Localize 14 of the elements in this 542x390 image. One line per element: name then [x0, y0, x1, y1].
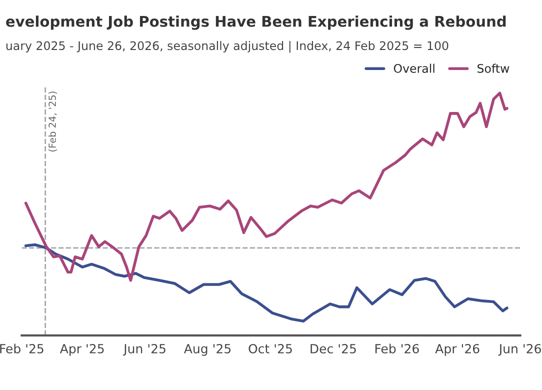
chart-subtitle: uary 2025 - June 26, 2026, seasonally adjusted | Index, 24 Feb 2025 = 100 — [6, 40, 448, 53]
x-tick-label: Aug '25 — [184, 344, 231, 356]
legend-label: Overall — [394, 64, 434, 73]
x-tick-label: Jun '25 — [122, 344, 166, 356]
x-tick-label: Apr '25 — [60, 344, 104, 356]
x-tick-label: Oct '25 — [248, 344, 292, 354]
x-tick-label: Jun '26 — [498, 344, 541, 356]
chart-title: evelopment Job Postings Have Been Experiencing a Rebound — [6, 16, 506, 30]
x-tick-label: Feb '25 — [0, 344, 44, 354]
x-tick-label: Dec '25 — [310, 344, 356, 354]
ref-line-label: (Feb 24, '25) — [48, 92, 58, 152]
x-tick-label: Apr '26 — [435, 344, 480, 356]
legend-label: Softw — [478, 64, 510, 73]
x-tick-label: Feb '26 — [375, 344, 419, 354]
